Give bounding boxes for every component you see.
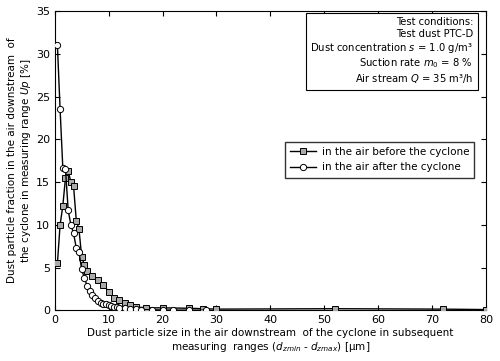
- in the air after the cyclone: [127, 306, 133, 311]
- in the air after the cyclone: [114, 305, 119, 310]
- Legend: in the air before the cyclone, in the air after the cyclone: in the air before the cyclone, in the ai…: [285, 142, 474, 178]
- in the air before the cyclone: [82, 263, 87, 267]
- in the air before the cyclone: [70, 184, 76, 188]
- in the air before the cyclone: [214, 307, 220, 311]
- Text: Test conditions:
Test dust PTC-D
Dust concentration $s$ = 1.0 g/m³
Suction rate : Test conditions: Test dust PTC-D Dust co…: [310, 17, 473, 85]
- in the air after the cyclone: [148, 308, 154, 312]
- in the air after the cyclone: [95, 299, 101, 303]
- in the air after the cyclone: [160, 308, 166, 312]
- in the air before the cyclone: [76, 227, 82, 231]
- in the air after the cyclone: [82, 276, 87, 280]
- in the air after the cyclone: [70, 231, 76, 236]
- in the air before the cyclone: [127, 303, 133, 308]
- in the air after the cyclone: [98, 301, 103, 305]
- in the air before the cyclone: [200, 306, 206, 311]
- in the air after the cyclone: [100, 301, 106, 306]
- in the air after the cyclone: [68, 223, 74, 227]
- in the air after the cyclone: [170, 308, 176, 312]
- in the air after the cyclone: [78, 267, 84, 271]
- Line: in the air before the cyclone: in the air before the cyclone: [54, 168, 489, 313]
- in the air before the cyclone: [111, 295, 117, 300]
- in the air after the cyclone: [60, 165, 66, 170]
- in the air before the cyclone: [122, 301, 128, 305]
- in the air after the cyclone: [138, 308, 144, 312]
- in the air before the cyclone: [90, 274, 96, 278]
- in the air before the cyclone: [57, 223, 63, 227]
- in the air before the cyclone: [84, 269, 90, 273]
- in the air before the cyclone: [68, 180, 74, 184]
- Line: in the air after the cyclone: in the air after the cyclone: [54, 42, 209, 313]
- in the air before the cyclone: [160, 306, 166, 310]
- in the air after the cyclone: [76, 250, 82, 255]
- in the air after the cyclone: [92, 296, 98, 301]
- X-axis label: Dust particle size in the air downstream  of the cyclone in subsequent
measuring: Dust particle size in the air downstream…: [87, 328, 454, 354]
- Y-axis label: Dust particle fraction in the air downstream  of
the cyclone in measuring range : Dust particle fraction in the air downst…: [7, 38, 33, 283]
- in the air after the cyclone: [106, 303, 112, 308]
- in the air before the cyclone: [332, 306, 338, 311]
- in the air after the cyclone: [87, 288, 93, 293]
- in the air before the cyclone: [116, 298, 122, 302]
- in the air after the cyclone: [116, 306, 122, 310]
- in the air before the cyclone: [74, 218, 80, 223]
- in the air after the cyclone: [186, 308, 192, 312]
- in the air after the cyclone: [132, 307, 138, 311]
- in the air before the cyclone: [95, 278, 101, 283]
- in the air after the cyclone: [57, 107, 63, 112]
- in the air before the cyclone: [440, 307, 446, 311]
- in the air after the cyclone: [103, 302, 109, 306]
- in the air after the cyclone: [90, 293, 96, 297]
- in the air before the cyclone: [132, 305, 138, 309]
- in the air after the cyclone: [108, 304, 114, 308]
- in the air after the cyclone: [111, 305, 117, 309]
- in the air after the cyclone: [202, 308, 208, 312]
- in the air before the cyclone: [54, 261, 60, 266]
- in the air before the cyclone: [483, 308, 489, 312]
- in the air after the cyclone: [65, 208, 71, 213]
- in the air before the cyclone: [78, 255, 84, 259]
- in the air before the cyclone: [60, 204, 66, 208]
- in the air before the cyclone: [144, 306, 150, 310]
- in the air before the cyclone: [65, 169, 71, 173]
- in the air after the cyclone: [54, 43, 60, 47]
- in the air before the cyclone: [100, 283, 106, 287]
- in the air before the cyclone: [62, 176, 68, 180]
- in the air after the cyclone: [62, 167, 68, 171]
- in the air before the cyclone: [106, 290, 112, 294]
- in the air after the cyclone: [74, 246, 80, 250]
- in the air after the cyclone: [122, 306, 128, 310]
- in the air after the cyclone: [84, 283, 90, 288]
- in the air before the cyclone: [186, 306, 192, 310]
